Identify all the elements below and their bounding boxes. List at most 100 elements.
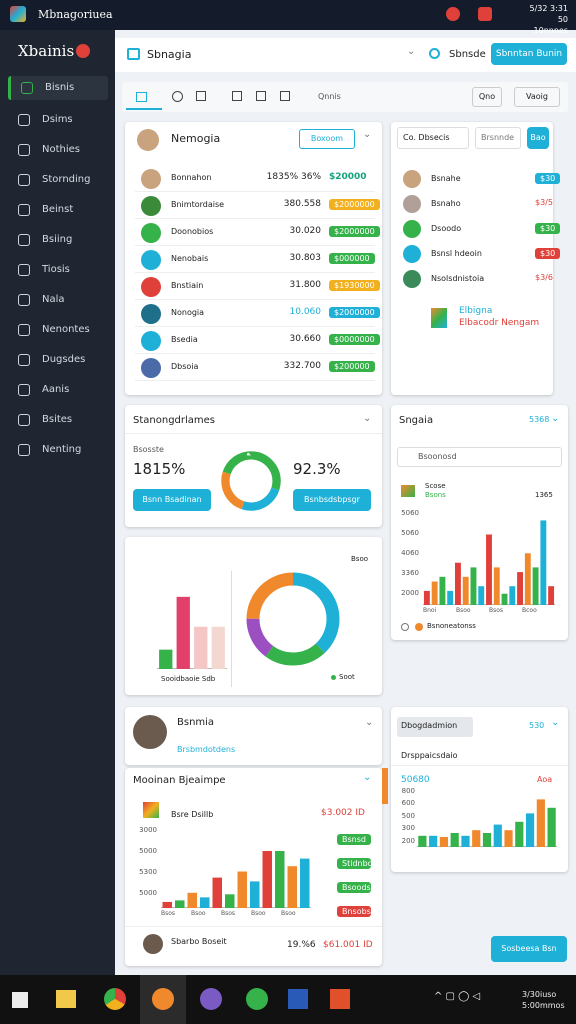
bar bbox=[431, 581, 438, 605]
list-row[interactable]: Bnimtordaise 380.558 $2000000 bbox=[135, 193, 380, 219]
side-list-card: Co. Dbsecis Brsnnde Bao Elbigna Elbacodr… bbox=[391, 122, 561, 395]
footer-label: Bsnoneatonss bbox=[427, 622, 476, 630]
chevron[interactable]: ⌄ bbox=[365, 717, 374, 728]
nav-item[interactable]: Bsites bbox=[8, 408, 108, 432]
nav-item[interactable]: Dugsdes bbox=[8, 348, 108, 372]
list-row[interactable]: Bonnahon 1835% 36% $20000 bbox=[135, 166, 375, 192]
list-row[interactable]: Doonobios 30.020 $2000000 bbox=[135, 220, 380, 246]
tab-icon[interactable] bbox=[172, 91, 183, 102]
donut-segment bbox=[246, 572, 340, 666]
tab-icon[interactable] bbox=[280, 91, 290, 101]
header-button[interactable]: Sbnntan Bunin bbox=[491, 43, 567, 65]
x-tick-label: Bsos bbox=[161, 910, 176, 917]
nav-item[interactable]: Beinst bbox=[8, 198, 108, 222]
avatar bbox=[403, 220, 421, 238]
nav-label: Nothies bbox=[42, 144, 80, 155]
bar bbox=[501, 593, 508, 605]
tray-icons[interactable]: ^ ▢ ◯ ◁ bbox=[434, 991, 481, 1002]
legend-label: Soot bbox=[339, 673, 355, 681]
alert-icon[interactable] bbox=[478, 7, 492, 21]
chevron[interactable]: ⌄ bbox=[407, 46, 416, 57]
nav-item[interactable]: Stornding bbox=[8, 168, 108, 192]
brand-name: Elbigna bbox=[459, 306, 493, 316]
chevron[interactable]: ⌄ bbox=[363, 772, 372, 783]
nav-item[interactable]: Nothies bbox=[8, 138, 108, 162]
nav-item[interactable]: Bisnis bbox=[8, 76, 108, 100]
bar bbox=[493, 824, 502, 847]
tab-active[interactable] bbox=[126, 84, 162, 110]
nav-label: Beinst bbox=[42, 204, 74, 215]
taskbar-app[interactable] bbox=[152, 988, 174, 1010]
tab-label[interactable]: Qnnis bbox=[318, 92, 341, 101]
nav-icon bbox=[18, 384, 30, 396]
nav-item[interactable]: Aanis bbox=[8, 378, 108, 402]
accent bbox=[382, 768, 388, 804]
input[interactable]: Co. Dbsecis bbox=[397, 127, 469, 149]
tab-icon[interactable] bbox=[196, 91, 206, 101]
taskbar-app[interactable] bbox=[330, 989, 350, 1009]
notification-icon[interactable] bbox=[446, 7, 460, 21]
bar-chart bbox=[423, 520, 555, 605]
clock: 5/32 3:31 50 10nnnes bbox=[522, 3, 568, 36]
nav-item[interactable]: Nenontes bbox=[8, 318, 108, 342]
row-badge: $20000 bbox=[329, 172, 367, 182]
bar bbox=[439, 576, 446, 605]
list-row[interactable]: Bsedia 30.660 $0000000 bbox=[135, 328, 380, 354]
taskbar-app[interactable] bbox=[246, 988, 268, 1010]
nav-item[interactable]: Dsims bbox=[8, 108, 108, 132]
chevron[interactable]: ⌄ bbox=[551, 717, 560, 728]
list-row[interactable]: Nenobais 30.803 $000000 bbox=[135, 247, 375, 273]
avatar bbox=[403, 170, 421, 188]
taskbar-app[interactable] bbox=[288, 989, 308, 1009]
tab-icon[interactable] bbox=[256, 91, 266, 101]
list-row[interactable]: Nonogia 10.060 $2000000 bbox=[135, 301, 380, 327]
x-tick-label: Bsos bbox=[489, 607, 504, 614]
legend-dot bbox=[331, 675, 336, 680]
bar bbox=[462, 576, 469, 605]
taskbar-app[interactable] bbox=[104, 988, 126, 1010]
nav-item[interactable]: Nala bbox=[8, 288, 108, 312]
card-button[interactable]: Boxoom bbox=[299, 129, 355, 149]
bar bbox=[418, 835, 427, 847]
y-tick-label: 5000 bbox=[139, 889, 157, 897]
caption: Bsre Dsillb bbox=[171, 810, 214, 819]
tab-icon[interactable] bbox=[232, 91, 242, 101]
search-input[interactable]: Bsoonosd bbox=[397, 447, 562, 467]
tag: Aoa bbox=[537, 775, 553, 784]
chevron[interactable]: ⌄ bbox=[551, 413, 560, 424]
button[interactable]: Bsnbsdsbpsgr bbox=[293, 489, 371, 511]
filter[interactable]: Vaoig bbox=[514, 87, 560, 107]
tag: Bnsobsn bbox=[337, 906, 376, 917]
button[interactable]: Bsnn Bsadinan bbox=[133, 489, 211, 511]
row-name: Dsoodo bbox=[431, 224, 462, 233]
clock: 3/30iuso 5:00mmos bbox=[522, 989, 565, 1011]
tab-icon bbox=[136, 92, 147, 102]
filter[interactable]: Qno bbox=[472, 87, 502, 107]
list-row[interactable]: Bnstiain 31.800 $1930000 bbox=[135, 274, 380, 300]
y-tick-label: 2000 bbox=[401, 589, 419, 597]
taskbar-app[interactable] bbox=[56, 990, 76, 1008]
nav-item[interactable]: Bsiing bbox=[8, 228, 108, 252]
card-title: Dbogdadmion bbox=[397, 717, 473, 737]
chevron[interactable]: ⌄ bbox=[363, 129, 372, 140]
row-name: Bnimtordaise bbox=[171, 200, 225, 209]
x-tick-label: Bsos bbox=[221, 910, 236, 917]
bar bbox=[225, 894, 235, 908]
search-icon[interactable] bbox=[429, 48, 440, 59]
start-button[interactable] bbox=[12, 992, 28, 1008]
stat-value: 92.3% bbox=[293, 460, 341, 478]
bar bbox=[447, 590, 454, 605]
chevron[interactable]: ⌄ bbox=[363, 413, 372, 424]
input[interactable]: Brsnnde bbox=[475, 127, 521, 149]
stats-card: Stanongdrlames ⌄ Bsosste 1815% 92.3% Bsn… bbox=[125, 405, 382, 527]
avatar bbox=[141, 277, 161, 297]
list-row[interactable]: Dbsoia 332.700 $200000 bbox=[135, 355, 375, 381]
nav-item[interactable]: Nenting bbox=[8, 438, 108, 462]
button[interactable]: Bao bbox=[527, 127, 549, 149]
action-button[interactable]: Sosbeesa Bsn bbox=[491, 936, 567, 962]
axis-label: Sooidbaoie Sdb bbox=[161, 675, 216, 683]
card-title: Sngaia bbox=[399, 415, 434, 426]
taskbar-app[interactable] bbox=[200, 988, 222, 1010]
avatar bbox=[141, 250, 161, 270]
nav-item[interactable]: Tiosis bbox=[8, 258, 108, 282]
